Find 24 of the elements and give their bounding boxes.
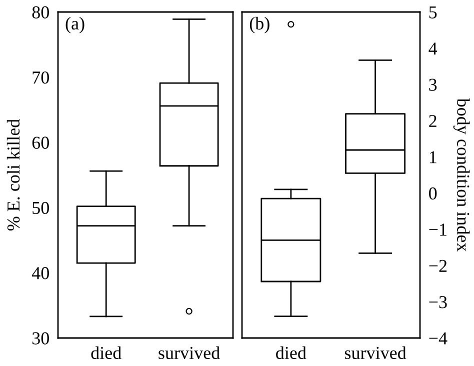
y2-axis-title: body condition index — [453, 98, 470, 252]
y-axis-title: % E. coli killed — [6, 119, 20, 231]
y-tick-label: 30 — [32, 332, 49, 344]
y2-tick-label: 2 — [429, 114, 436, 127]
x-tick-label: died — [91, 346, 122, 360]
annotation: (b) — [250, 16, 270, 34]
y2-tick-label: 4 — [428, 42, 438, 54]
y2-tick-label: −1 — [429, 224, 446, 236]
y2-tick-label: 5 — [429, 6, 437, 18]
x-tick-label: survived — [344, 346, 406, 360]
y2-tick-label: −3 — [429, 296, 447, 308]
y2-tick-label: 3 — [429, 78, 437, 91]
x-tick-label: died — [276, 346, 306, 360]
annotation: (a) — [66, 16, 84, 34]
y-tick-label: 40 — [32, 267, 49, 280]
y-tick-label: 70 — [32, 71, 49, 84]
y2-tick-label: 0 — [429, 187, 437, 200]
y2-tick-label: 1 — [430, 151, 436, 164]
y-tick-label: 60 — [32, 136, 49, 149]
y2-tick-label: −4 — [429, 332, 448, 344]
y2-tick-label: −2 — [429, 260, 447, 272]
y-tick-label: 80 — [32, 6, 49, 18]
y-tick-label: 50 — [32, 202, 49, 214]
x-tick-label: survived — [158, 346, 220, 360]
